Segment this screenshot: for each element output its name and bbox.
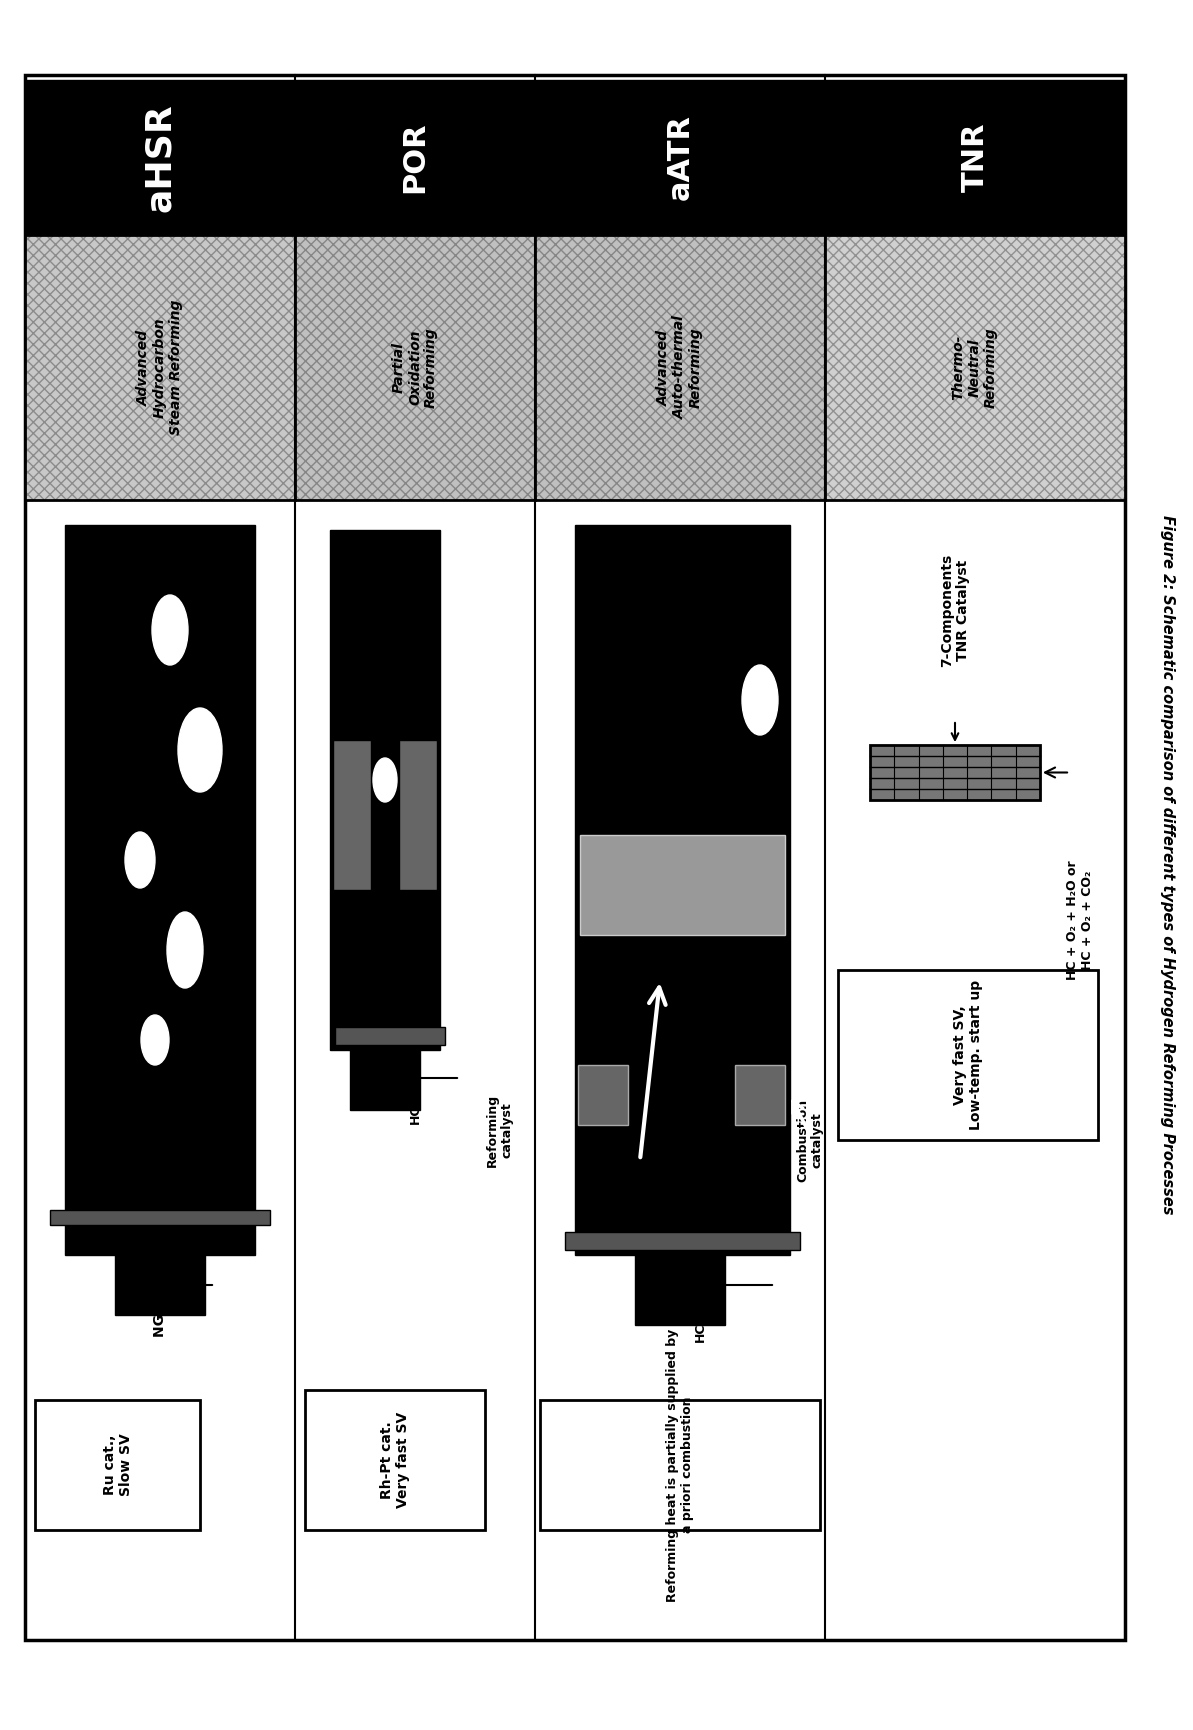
- Bar: [577, 1066, 628, 1124]
- Bar: [25, 80, 295, 235]
- Bar: [565, 1232, 801, 1251]
- Ellipse shape: [373, 758, 397, 803]
- Text: aATR: aATR: [666, 114, 694, 201]
- Bar: [575, 524, 790, 1254]
- Bar: [305, 1389, 486, 1529]
- Bar: [826, 235, 1125, 500]
- Ellipse shape: [141, 1016, 169, 1066]
- Bar: [870, 746, 1040, 799]
- Text: TNR: TNR: [960, 123, 989, 192]
- Bar: [25, 235, 295, 500]
- Text: Advanced
Auto-thermal
Reforming: Advanced Auto-thermal Reforming: [657, 315, 703, 419]
- Text: Thermo-
Neutral
Reforming: Thermo- Neutral Reforming: [952, 327, 999, 408]
- Bar: [534, 80, 826, 235]
- Ellipse shape: [152, 595, 188, 664]
- Text: POR: POR: [401, 121, 429, 194]
- Bar: [534, 235, 826, 500]
- Ellipse shape: [167, 912, 203, 988]
- Ellipse shape: [178, 708, 222, 792]
- Text: Figure 2: Schematic comparison of different types of Hydrogen Reforming Processe: Figure 2: Schematic comparison of differ…: [1161, 516, 1175, 1214]
- Text: Very fast SV,
Low-temp. start up: Very fast SV, Low-temp. start up: [953, 979, 983, 1130]
- Text: HC + O₂ + H₂O or
HC + O₂ + CO₂: HC + O₂ + H₂O or HC + O₂ + CO₂: [1067, 860, 1094, 979]
- Text: HC+O₂+H₂O: HC+O₂+H₂O: [693, 1258, 706, 1341]
- Bar: [115, 1254, 205, 1315]
- Text: NG + H₂O: NG + H₂O: [153, 1263, 167, 1337]
- Text: Reforming
catalyst: Reforming catalyst: [486, 1093, 514, 1166]
- Bar: [35, 1400, 200, 1529]
- Text: Partial
Oxidation
Reforming: Partial Oxidation Reforming: [391, 327, 438, 408]
- Text: Ru cat.,
Slow SV: Ru cat., Slow SV: [103, 1434, 134, 1496]
- Bar: [837, 971, 1098, 1140]
- Bar: [50, 1209, 270, 1225]
- Bar: [350, 1045, 420, 1111]
- Text: Combustion
catalyst: Combustion catalyst: [796, 1099, 824, 1182]
- Bar: [25, 235, 295, 500]
- Bar: [826, 80, 1125, 235]
- Bar: [64, 524, 255, 1254]
- Bar: [826, 235, 1125, 500]
- Text: Advanced
Hydrocarbon
Steam Reforming: Advanced Hydrocarbon Steam Reforming: [137, 299, 184, 436]
- Text: Reforming heat is partially supplied by
a priori combustion: Reforming heat is partially supplied by …: [666, 1329, 694, 1602]
- Bar: [534, 235, 826, 500]
- Text: Rh-Pt cat.
Very fast SV: Rh-Pt cat. Very fast SV: [379, 1412, 410, 1509]
- Ellipse shape: [125, 832, 155, 887]
- Bar: [295, 80, 534, 235]
- Bar: [580, 836, 785, 934]
- Text: Catalyst: Catalyst: [383, 862, 396, 919]
- Bar: [540, 1400, 820, 1529]
- Bar: [333, 740, 371, 889]
- Text: aHSR: aHSR: [143, 104, 177, 211]
- Ellipse shape: [742, 664, 778, 735]
- Bar: [735, 1066, 785, 1124]
- Bar: [295, 235, 534, 500]
- Text: 7-Components
TNR Catalyst: 7-Components TNR Catalyst: [940, 554, 970, 666]
- Bar: [635, 1251, 725, 1325]
- Bar: [335, 1028, 445, 1045]
- Bar: [398, 740, 437, 889]
- Text: HC+1/2O₂: HC+1/2O₂: [408, 1055, 421, 1124]
- Bar: [330, 529, 440, 1050]
- Bar: [295, 235, 534, 500]
